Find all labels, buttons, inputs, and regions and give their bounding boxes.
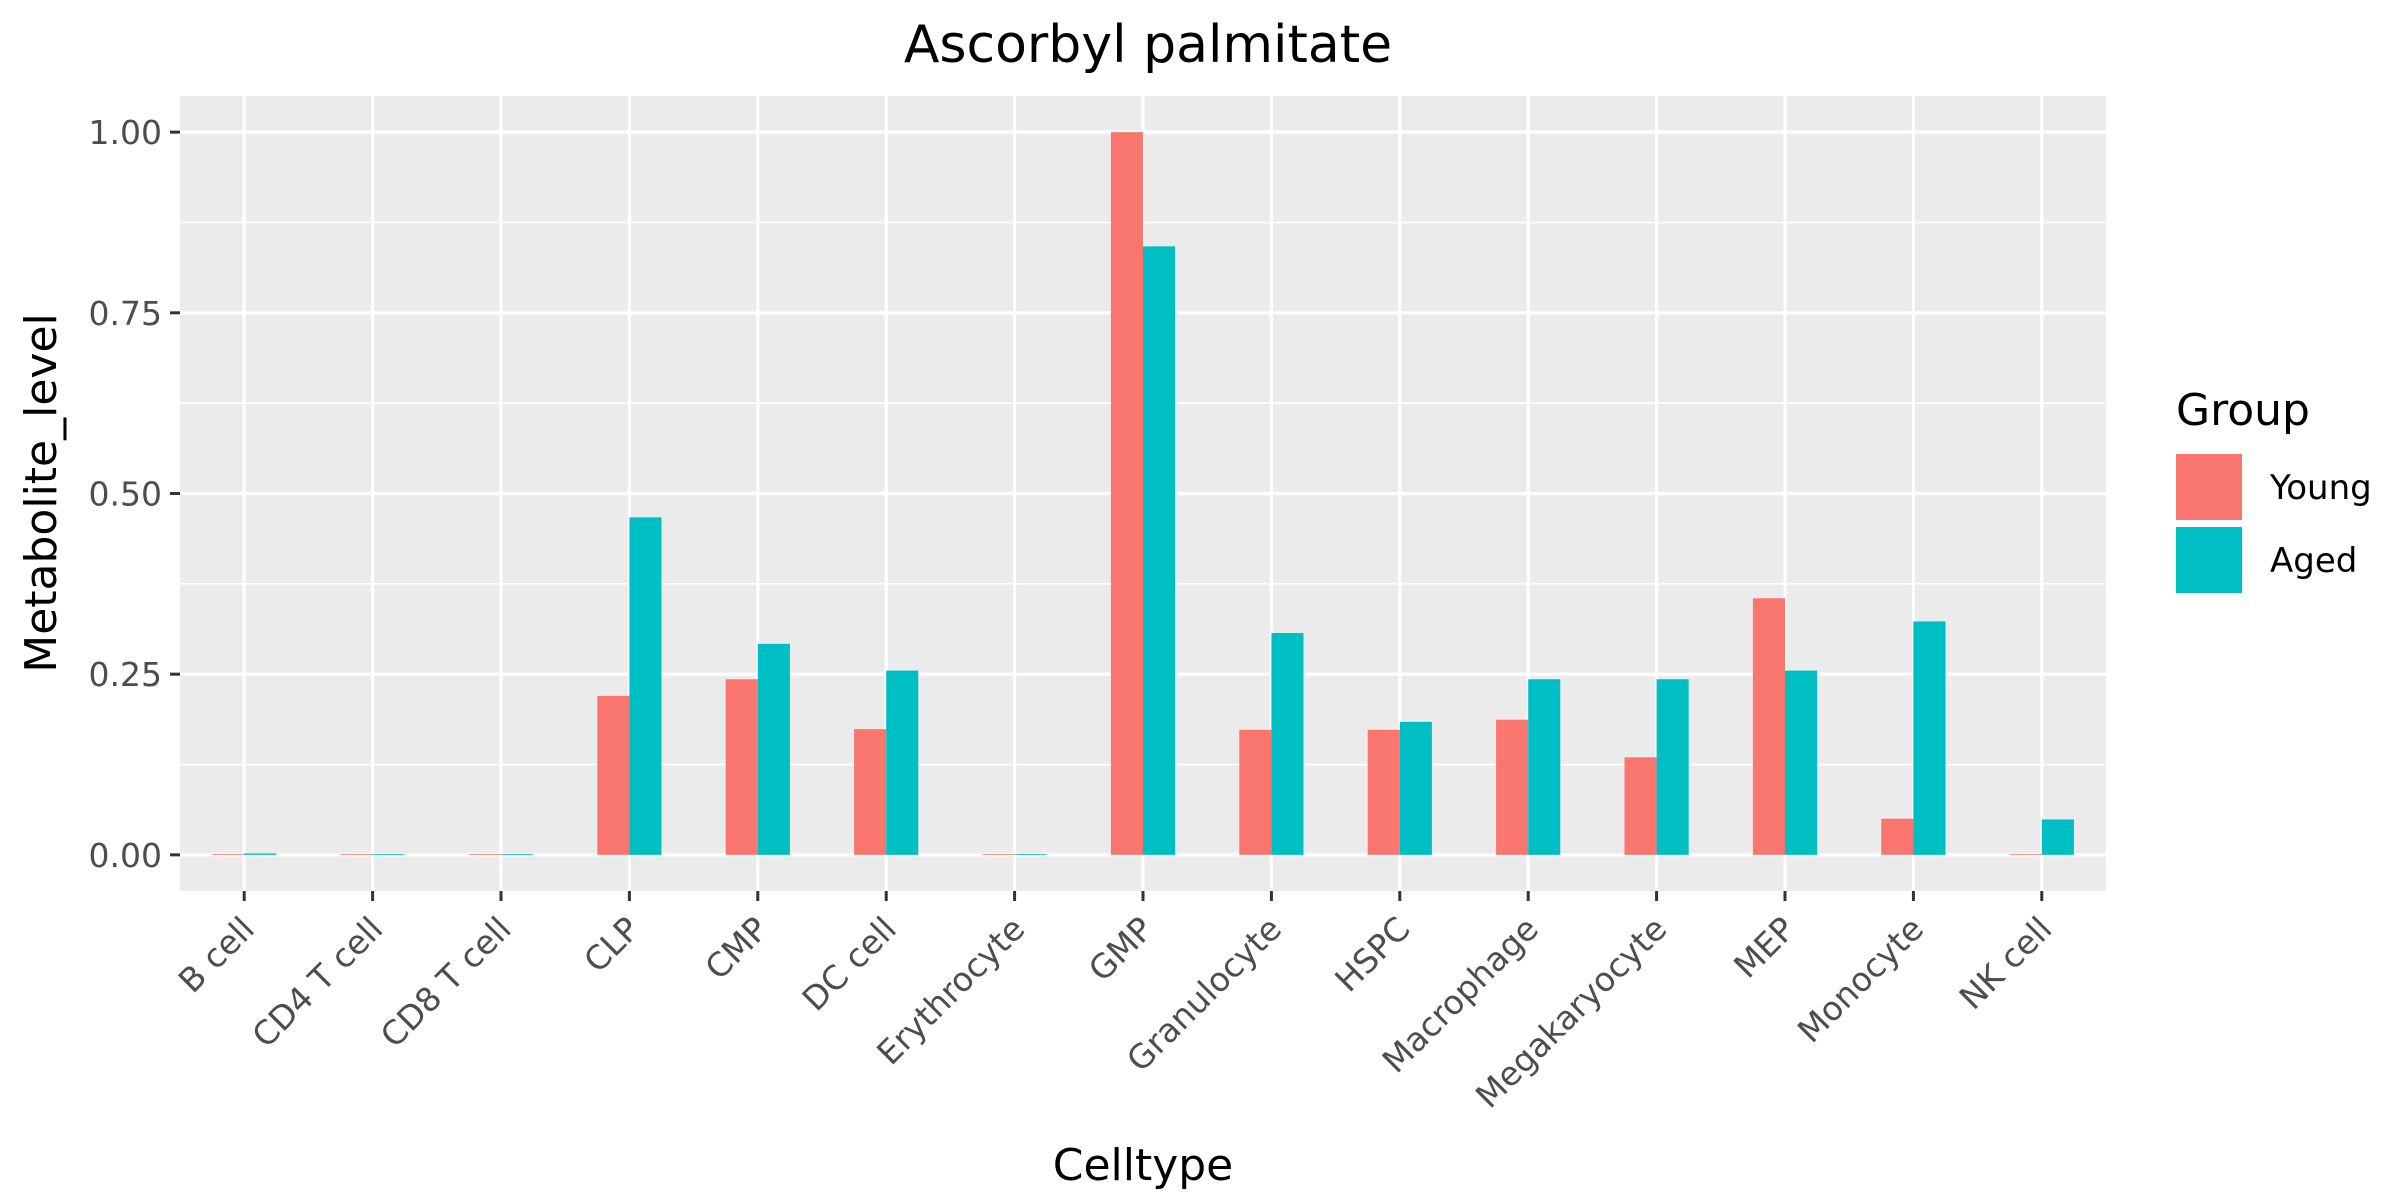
- y-tick-label: 1.00: [89, 113, 162, 152]
- bar-young-granulocyte: [1239, 729, 1272, 855]
- bar-aged-mep: [1785, 670, 1818, 855]
- x-tick-label: CD8 T cell: [373, 909, 519, 1055]
- x-tick-label: CLP: [576, 909, 647, 980]
- bar-young-b-cell: [212, 854, 245, 855]
- x-tick-label: NK cell: [1952, 909, 2060, 1017]
- bar-young-hspc: [1367, 729, 1400, 855]
- x-tick-label: B cell: [171, 909, 262, 1000]
- bar-aged-monocyte: [1913, 621, 1946, 855]
- bar-aged-granulocyte: [1271, 632, 1304, 855]
- y-axis-title: Metabolite_level: [16, 313, 67, 673]
- legend-label-young: Young: [2269, 468, 2372, 508]
- y-tick-label: 0.50: [89, 475, 162, 514]
- bar-young-megakaryocyte: [1624, 757, 1657, 855]
- bar-young-monocyte: [1881, 818, 1914, 855]
- legend: Group Young Aged: [2176, 385, 2372, 593]
- legend-label-aged: Aged: [2270, 541, 2357, 581]
- bar-aged-hspc: [1399, 721, 1432, 855]
- legend-title: Group: [2176, 385, 2310, 436]
- y-axis: 0.00 0.25 0.50 0.75 1.00: [89, 113, 180, 875]
- bar-aged-clp: [629, 517, 662, 855]
- x-tick-label: CMP: [697, 909, 775, 987]
- x-tick-label: GMP: [1081, 909, 1161, 989]
- x-axis-title: Celltype: [1053, 1140, 1234, 1191]
- bar-young-dc-cell: [854, 729, 887, 855]
- x-tick-label: DC cell: [794, 909, 903, 1018]
- y-tick-label: 0.25: [89, 655, 162, 694]
- bar-aged-megakaryocyte: [1656, 679, 1689, 855]
- bar-aged-cmp: [757, 643, 790, 855]
- x-tick-label: HSPC: [1327, 909, 1417, 999]
- y-tick-label: 0.00: [89, 836, 162, 875]
- bar-aged-nk-cell: [2041, 819, 2074, 855]
- bar-young-cmp: [725, 679, 758, 855]
- y-tick-label: 0.75: [89, 294, 162, 333]
- bar-aged-gmp: [1143, 246, 1176, 855]
- bar-young-clp: [597, 695, 630, 855]
- x-tick-label: Monocyte: [1790, 909, 1931, 1050]
- bar-aged-cd8-t-cell: [501, 854, 534, 855]
- legend-key-aged: [2176, 527, 2242, 593]
- bar-aged-cd4-t-cell: [372, 854, 405, 855]
- bar-aged-macrophage: [1528, 679, 1561, 855]
- legend-key-young: [2176, 454, 2242, 520]
- bar-young-nk-cell: [2009, 854, 2042, 855]
- x-tick-label: CD4 T cell: [244, 909, 390, 1055]
- x-tick-label: MEP: [1726, 909, 1803, 986]
- chart-title: Ascorbyl palmitate: [904, 15, 1392, 75]
- bars: [212, 132, 2074, 855]
- bar-young-erythrocyte: [982, 854, 1015, 855]
- bar-aged-b-cell: [244, 853, 277, 855]
- bar-young-macrophage: [1496, 719, 1529, 855]
- bar-young-gmp: [1110, 132, 1143, 855]
- bar-aged-erythrocyte: [1014, 854, 1047, 855]
- bar-aged-dc-cell: [886, 670, 919, 855]
- bar-young-mep: [1752, 598, 1785, 855]
- bar-young-cd8-t-cell: [468, 854, 501, 855]
- bar-young-cd4-t-cell: [340, 854, 373, 855]
